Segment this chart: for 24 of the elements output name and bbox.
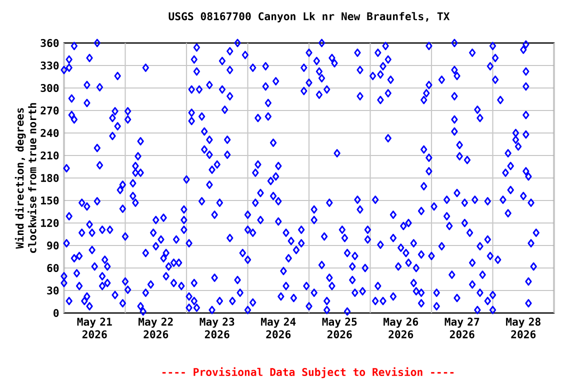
x-tick-label: May 27 2026 [444, 318, 480, 338]
y-tick-label: 300 [40, 84, 59, 92]
x-tick-label: May 24 2026 [261, 318, 296, 338]
y-tick-label: 210 [40, 151, 59, 160]
y-tick-label: 0 [54, 308, 59, 318]
chart-title: USGS 08167700 Canyon Lk nr New Braunfels, TX [168, 12, 450, 22]
x-tick-label: May 26 2026 [384, 318, 418, 338]
y-tick-label: 270 [40, 106, 59, 115]
y-tick-label: 150 [41, 196, 59, 205]
y-tick-label: 180 [41, 174, 59, 182]
y-axis-title: Wind direction, degrees clockwise from true north [14, 103, 36, 253]
y-tick-label: 120 [41, 218, 59, 228]
y-tick-label: 330 [40, 61, 59, 70]
x-tick-label: May 28 2026 [506, 318, 540, 338]
x-tick-label: May 22 2026 [138, 318, 173, 338]
x-tick-label: May 21 2026 [77, 318, 112, 338]
text: ---- Provisional Data Subject to Revision ---- [162, 367, 454, 378]
y-tick-label: 360 [40, 38, 59, 48]
y-tick-label: 240 [40, 128, 59, 138]
y-tick-label: 30 [47, 286, 59, 295]
y-tick-label: 90 [47, 241, 59, 250]
x-tick-label: May 23 2026 [200, 318, 234, 338]
y-tick-label: 60 [47, 264, 59, 272]
x-tick-label: May 25 2026 [322, 318, 357, 338]
